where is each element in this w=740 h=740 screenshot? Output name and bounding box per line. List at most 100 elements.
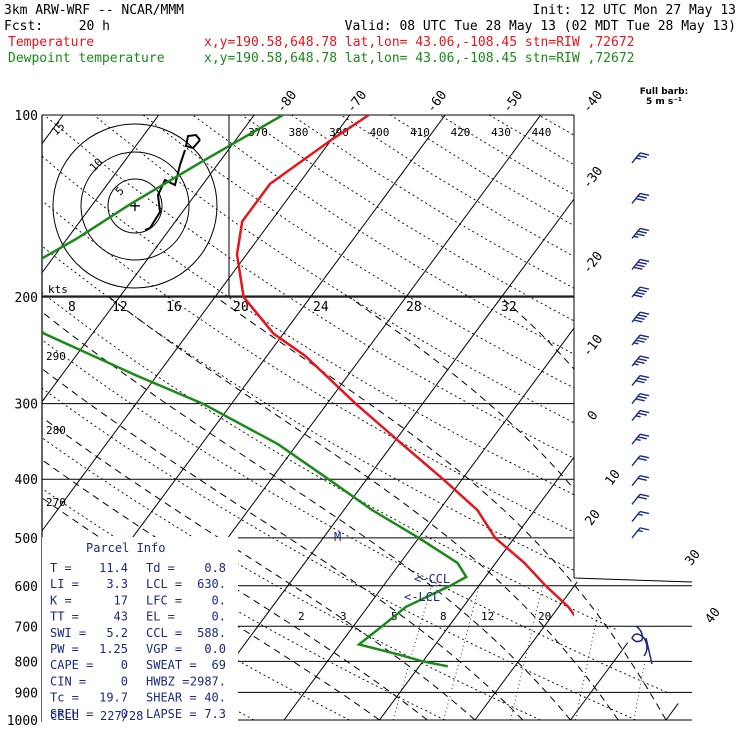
full-barb-unit: 5 m s⁻¹: [646, 97, 682, 107]
moist-adiabat-line: [42, 296, 524, 720]
theta-e-label: 420: [451, 126, 471, 139]
forecast-value: 20 h: [79, 19, 110, 34]
mixing-ratio-label: 20: [538, 610, 551, 623]
wind-barb: [631, 334, 650, 346]
parcel-field-label: VGP =: [146, 642, 182, 656]
isotherm-label: -60: [424, 88, 450, 116]
isotherm-line: [665, 115, 692, 720]
moist-adiabat-line: [42, 296, 476, 720]
hodograph-ring-inner: [107, 178, 163, 234]
parcel-field-label: SHEAR =: [146, 691, 197, 705]
moist-adiabat-line: [640, 296, 692, 720]
wind-barb: [631, 286, 650, 298]
parcel-field-label: EL =: [146, 610, 175, 624]
isotherm-label: -10: [580, 332, 606, 360]
hodograph: + 5 10 15 kts 8 12 16 20 24 28 32: [42, 115, 574, 315]
hodo-ring-label-12: 12: [112, 300, 128, 315]
isotherm-line: [283, 115, 692, 720]
pressure-label-900: 900: [15, 686, 38, 701]
wind-barb: [631, 433, 650, 445]
dry-adiabat-line: [192, 115, 692, 720]
isotherm-label: 30: [683, 547, 704, 569]
mixing-ratio-line: [392, 585, 432, 720]
parcel-field-value: 630.: [197, 577, 226, 591]
dry-adiabat-labels: 290 280 270: [46, 350, 66, 509]
wind-barb: [631, 475, 650, 487]
hodo-ring-label-28: 28: [406, 300, 422, 315]
parcel-info-background: [42, 537, 238, 723]
wind-barb: [631, 510, 650, 523]
parcel-field-label: SWEAT =: [146, 658, 197, 672]
parcel-field-value: 69: [212, 658, 226, 672]
wind-barb: [631, 311, 650, 323]
wind-barb: [631, 227, 650, 239]
hodo-ring-label-24: 24: [313, 300, 329, 315]
isotherm-label: 10: [603, 467, 624, 489]
isotherm-label: -30: [580, 164, 606, 192]
isotherm-label: -20: [580, 249, 606, 277]
dewpoint-trace: [42, 115, 469, 668]
moist-adiabat-line: [42, 296, 428, 720]
pressure-label-1000: 1000: [7, 714, 38, 729]
pressure-label-800: 800: [15, 655, 38, 670]
dry-adiabat-line: [93, 115, 692, 720]
hodograph-trace: [144, 133, 201, 231]
parcel-field-value: 3.3: [106, 577, 128, 591]
parcel-field-value: 5.2: [106, 626, 128, 640]
pressure-label-200: 200: [15, 291, 38, 306]
wind-barb: [631, 374, 650, 386]
annotation-lcl: <-LCL: [404, 590, 440, 604]
parcel-field-value: 11.4: [99, 561, 128, 575]
isotherm-label: -70: [344, 88, 370, 116]
hodo-ring-label-32: 32: [501, 300, 517, 315]
temperature-trace: [235, 115, 574, 617]
parcel-cell-value: 227/28: [100, 709, 143, 723]
dry-adiabat-line: [42, 115, 692, 720]
parcel-field-value: 0: [121, 658, 128, 672]
mixing-ratio-label: 2: [298, 610, 305, 623]
pressure-label-100: 100: [15, 109, 38, 124]
parcel-field-value: 0.: [212, 610, 226, 624]
hodo-ring-label-16: 16: [166, 300, 182, 315]
parcel-field-label: LI =: [50, 577, 79, 591]
parcel-field-label: LAPSE =: [146, 707, 197, 721]
parcel-field-label: K =: [50, 593, 72, 607]
parcel-field-value: 0.0: [204, 642, 226, 656]
moist-adiabat-line: [348, 296, 692, 720]
wind-barb: [631, 455, 650, 467]
parcel-field-label: PW =: [50, 642, 79, 656]
model-title: 3km ARW-WRF -- NCAR/MMM: [4, 3, 184, 18]
parcel-field-value: 7.3: [204, 707, 226, 721]
theta-e-label: 380: [289, 126, 309, 139]
theta-e-labels: 370 380 390 400 410 420 430 440: [248, 126, 551, 139]
pressure-label-700: 700: [15, 620, 38, 635]
parcel-field-label: SREH =: [50, 707, 93, 721]
parcel-field-value: 43: [114, 610, 128, 624]
isotherm-labels: -80 -70 -60 -50 -40 -30 -20 -10 0 10 20 30 40: [274, 88, 724, 627]
wind-barb: [631, 409, 650, 422]
isotherm-line: [42, 115, 255, 720]
wind-barb: [631, 392, 650, 405]
mixing-ratio-line: [574, 585, 605, 720]
dry-adiabat-label: 290: [46, 350, 66, 363]
annotation-m: M: [334, 530, 341, 544]
annotation-ccl: <-CCL: [414, 572, 450, 586]
parcel-field-label: SWI =: [50, 626, 86, 640]
dry-adiabat-line: [42, 115, 446, 720]
pressure-label-500: 500: [15, 532, 38, 547]
dry-adiabat-label: 270: [46, 496, 66, 509]
mixing-ratio-label: 3: [340, 610, 347, 623]
parcel-field-label: CCL =: [146, 626, 182, 640]
parcel-field-label: Tc =: [50, 691, 79, 705]
init-time: Init: 12 UTC Mon 27 May 13: [533, 3, 737, 18]
theta-e-label: 410: [410, 126, 430, 139]
parcel-field-value: 0: [121, 674, 128, 688]
temperature-location: x,y=190.58,648.78 lat,lon= 43.06,-108.45…: [204, 35, 634, 50]
parcel-field-label: LFC =: [146, 593, 182, 607]
moist-adiabat-line: [108, 296, 619, 720]
mixing-ratio-labels: 2 3 5 8 12 20: [298, 610, 551, 623]
pressure-label-600: 600: [15, 580, 38, 595]
dry-adiabat-line: [389, 115, 692, 720]
isotherm-line: [474, 115, 692, 720]
